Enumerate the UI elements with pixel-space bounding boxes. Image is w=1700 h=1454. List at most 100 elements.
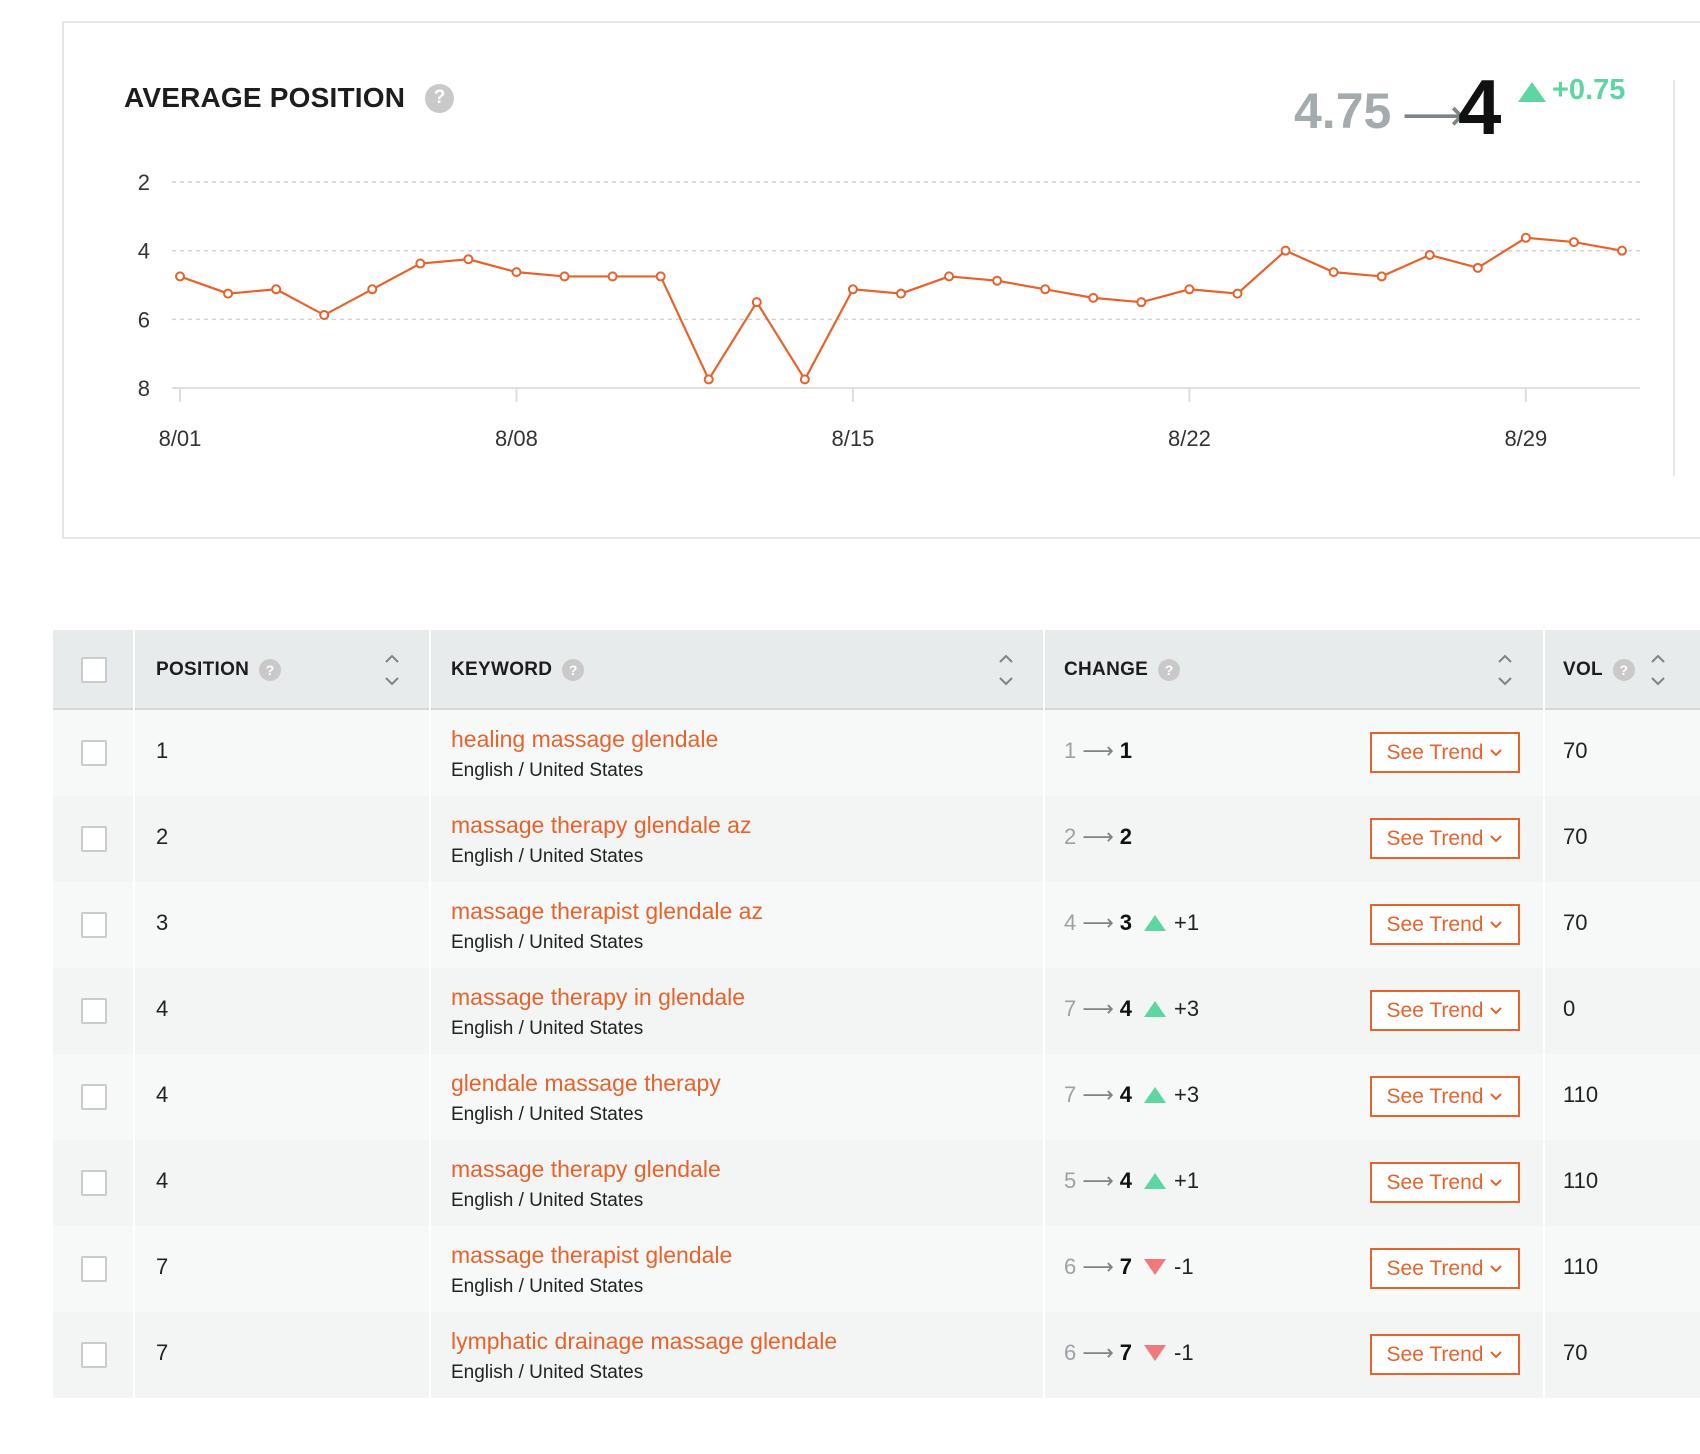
sort-icon[interactable] (1649, 650, 1667, 690)
column-separator (133, 1054, 135, 1140)
row-checkbox[interactable] (81, 826, 107, 852)
data-point (655, 271, 666, 282)
data-point (1088, 292, 1099, 303)
data-point (703, 374, 714, 385)
change-to: 7 (1119, 1340, 1133, 1365)
see-trend-button[interactable]: See Trend (1370, 818, 1520, 859)
position-summary: 4.75 ⟶ 4 +0.75 (1294, 68, 1634, 148)
see-trend-button[interactable]: See Trend (1370, 1334, 1520, 1375)
position-change: 6 ⟶ 7 -1 (1064, 1340, 1194, 1366)
change-to: 4 (1119, 996, 1133, 1021)
keyword-link[interactable]: glendale massage therapy (451, 1070, 721, 1096)
sort-icon[interactable] (1496, 650, 1514, 690)
keyword-link[interactable]: massage therapy in glendale (451, 984, 746, 1010)
column-separator (1043, 710, 1045, 796)
keyword-link[interactable]: massage therapist glendale (451, 1242, 733, 1268)
y-tick-label: 8 (138, 376, 150, 401)
series-line (179, 236, 1623, 382)
help-icon[interactable]: ? (562, 659, 585, 681)
change-from: 7 (1064, 1082, 1077, 1107)
data-point (463, 254, 474, 265)
change-delta: -1 (1174, 1254, 1194, 1279)
column-separator (429, 1226, 431, 1312)
volume-value: 110 (1563, 1168, 1599, 1193)
help-icon[interactable]: ? (1612, 659, 1635, 681)
select-all-checkbox[interactable] (81, 657, 107, 683)
sort-icon[interactable] (997, 650, 1015, 690)
row-checkbox[interactable] (81, 1084, 107, 1110)
keyword-link[interactable]: healing massage glendale (451, 726, 719, 752)
column-separator (1543, 968, 1545, 1054)
see-trend-label: See Trend (1386, 1256, 1484, 1280)
column-separator (133, 1226, 135, 1312)
table-body: 1 healing massage glendale English / Unite… (53, 710, 1700, 1398)
header-keyword[interactable]: KEYWORD ? (451, 630, 585, 710)
volume-value: 110 (1563, 1254, 1599, 1279)
position-change: 1 ⟶ 1 (1064, 738, 1132, 764)
change-from: 5 (1064, 1168, 1077, 1193)
data-point (1424, 249, 1435, 260)
see-trend-button[interactable]: See Trend (1370, 1076, 1520, 1117)
header-change[interactable]: CHANGE ? (1064, 630, 1181, 710)
average-position-panel (62, 21, 1700, 539)
keyword-link[interactable]: massage therapy glendale (451, 1156, 721, 1182)
table-row: 7 massage therapist glendale English / Uni… (53, 1226, 1700, 1312)
see-trend-button[interactable]: See Trend (1370, 1162, 1520, 1203)
row-checkbox[interactable] (81, 1342, 107, 1368)
help-icon[interactable]: ? (259, 659, 282, 681)
help-icon[interactable]: ? (1158, 659, 1181, 681)
see-trend-button[interactable]: See Trend (1370, 990, 1520, 1031)
row-checkbox[interactable] (81, 1256, 107, 1282)
arrow-right-icon: ⟶ (1082, 1082, 1114, 1107)
keyword-locale: English / United States (451, 932, 644, 953)
column-separator (1543, 710, 1545, 796)
volume-value: 70 (1563, 910, 1588, 935)
panel-divider (1673, 80, 1675, 476)
column-separator (133, 1312, 135, 1398)
header-vol[interactable]: VOL ? (1563, 630, 1635, 710)
column-separator (1543, 630, 1545, 710)
column-separator (1043, 796, 1045, 882)
chevron-down-icon (1490, 1006, 1503, 1014)
see-trend-button[interactable]: See Trend (1370, 904, 1520, 945)
column-separator (1043, 882, 1045, 968)
keyword-link[interactable]: lymphatic drainage massage glendale (451, 1328, 838, 1354)
chevron-down-icon (1490, 1350, 1503, 1358)
data-point (415, 258, 426, 269)
current-average: 4 (1458, 63, 1502, 151)
row-checkbox[interactable] (81, 740, 107, 766)
volume-value: 0 (1563, 996, 1576, 1021)
y-tick-label: 4 (138, 239, 150, 264)
data-point (1376, 271, 1387, 282)
help-icon[interactable]: ? (425, 83, 455, 113)
change-to: 2 (1119, 824, 1133, 849)
volume-value: 70 (1563, 738, 1588, 763)
position-value: 1 (156, 738, 169, 763)
chevron-down-icon (1490, 748, 1503, 756)
volume-value: 70 (1563, 1340, 1588, 1365)
column-separator (429, 630, 431, 710)
data-point (271, 284, 282, 295)
chevron-down-icon (1490, 834, 1503, 842)
column-separator (1043, 1054, 1045, 1140)
change-to: 1 (1119, 738, 1133, 763)
position-change: 7 ⟶ 4 +3 (1064, 996, 1199, 1022)
position-change: 5 ⟶ 4 +1 (1064, 1168, 1199, 1194)
data-point (1040, 284, 1051, 295)
keyword-link[interactable]: massage therapy glendale az (451, 812, 752, 838)
sort-icon[interactable] (383, 650, 401, 690)
keyword-locale: English / United States (451, 1018, 644, 1039)
column-separator (1043, 630, 1045, 710)
row-checkbox[interactable] (81, 912, 107, 938)
see-trend-button[interactable]: See Trend (1370, 1248, 1520, 1289)
change-to: 3 (1119, 910, 1133, 935)
chevron-down-icon (1490, 1092, 1503, 1100)
row-checkbox[interactable] (81, 998, 107, 1024)
x-tick-label: 8/15 (832, 426, 875, 451)
keyword-link[interactable]: massage therapist glendale az (451, 898, 763, 924)
data-point (1568, 237, 1579, 248)
data-point (992, 275, 1003, 286)
header-position[interactable]: POSITION ? (156, 630, 282, 710)
see-trend-button[interactable]: See Trend (1370, 732, 1520, 773)
row-checkbox[interactable] (81, 1170, 107, 1196)
